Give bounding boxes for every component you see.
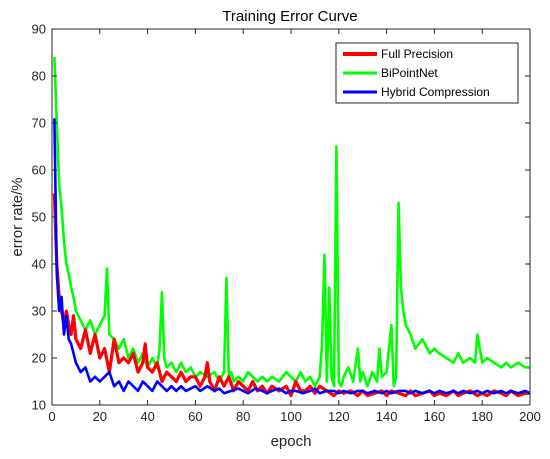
chart-title: Training Error Curve bbox=[222, 8, 357, 25]
legend-label-hybrid-compression: Hybrid Compression bbox=[381, 85, 490, 99]
x-tick-label: 60 bbox=[188, 409, 202, 424]
legend-label-bipointnet: BiPointNet bbox=[381, 66, 438, 80]
y-tick-label: 90 bbox=[32, 22, 46, 37]
x-tick-label: 120 bbox=[328, 409, 350, 424]
x-axis-ticks: 0 20 40 60 80 100 120 140 160 180 200 bbox=[48, 29, 541, 424]
y-axis-label: error rate/% bbox=[9, 177, 26, 256]
y-tick-label: 50 bbox=[32, 210, 46, 225]
x-tick-label: 80 bbox=[236, 409, 250, 424]
y-tick-label: 60 bbox=[32, 163, 46, 178]
series-line-bipointnet bbox=[53, 57, 530, 388]
y-tick-label: 30 bbox=[32, 304, 46, 319]
series-line-hybrid-compression bbox=[53, 118, 531, 395]
x-tick-label: 200 bbox=[519, 409, 541, 424]
legend-label-full-precision: Full Precision bbox=[381, 47, 453, 61]
y-tick-label: 20 bbox=[32, 351, 46, 366]
y-tick-label: 80 bbox=[32, 69, 46, 84]
x-tick-label: 160 bbox=[424, 409, 446, 424]
x-tick-label: 100 bbox=[280, 409, 302, 424]
y-tick-label: 70 bbox=[32, 116, 46, 131]
y-tick-label: 40 bbox=[32, 257, 46, 272]
x-tick-label: 0 bbox=[48, 409, 55, 424]
y-axis-ticks: 10 20 30 40 50 60 70 80 90 bbox=[32, 22, 530, 413]
series-lines bbox=[52, 57, 531, 398]
x-axis-label: epoch bbox=[271, 433, 312, 450]
x-tick-label: 40 bbox=[140, 409, 154, 424]
y-tick-label: 10 bbox=[32, 398, 46, 413]
legend: Full Precision BiPointNet Hybrid Compres… bbox=[335, 42, 519, 104]
x-tick-label: 20 bbox=[93, 409, 107, 424]
x-tick-label: 140 bbox=[376, 409, 398, 424]
x-tick-label: 180 bbox=[471, 409, 493, 424]
